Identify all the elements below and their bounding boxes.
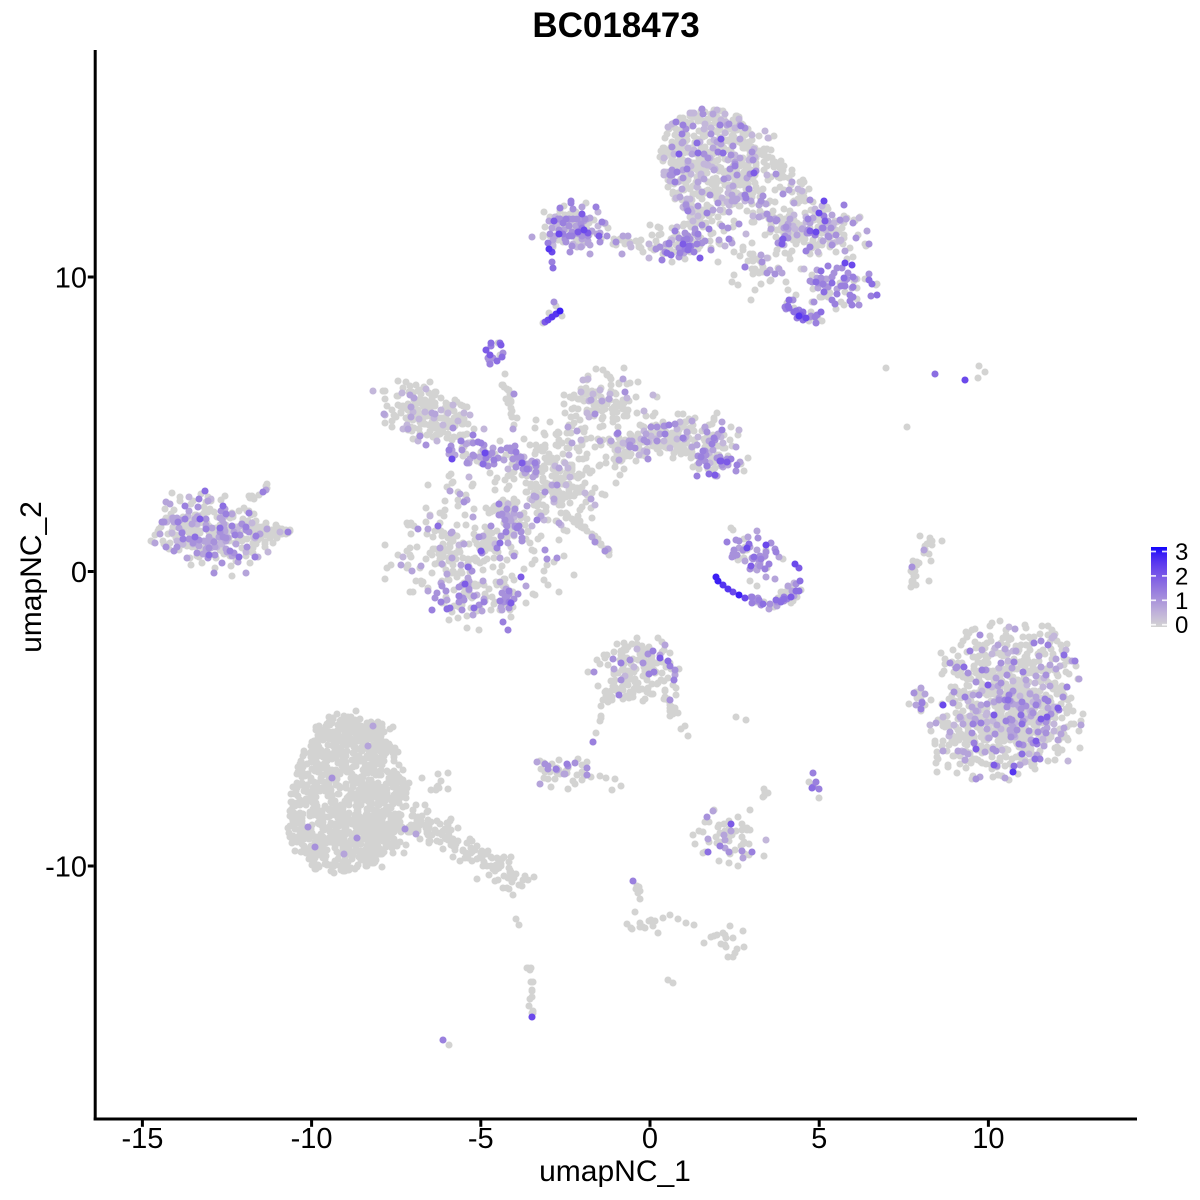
- svg-text:-15: -15: [121, 1123, 163, 1155]
- svg-text:2: 2: [1175, 563, 1188, 590]
- svg-text:-10: -10: [45, 852, 87, 884]
- svg-text:umapNC_2: umapNC_2: [15, 501, 48, 653]
- svg-text:BC018473: BC018473: [532, 6, 699, 45]
- svg-text:10: 10: [55, 263, 87, 295]
- svg-text:5: 5: [811, 1123, 827, 1155]
- svg-text:3: 3: [1175, 539, 1188, 566]
- svg-text:-10: -10: [291, 1123, 333, 1155]
- svg-text:0: 0: [71, 557, 87, 589]
- svg-text:1: 1: [1175, 588, 1188, 615]
- svg-text:umapNC_1: umapNC_1: [539, 1155, 691, 1188]
- svg-text:0: 0: [642, 1123, 658, 1155]
- svg-text:10: 10: [972, 1123, 1004, 1155]
- svg-text:0: 0: [1175, 612, 1188, 639]
- svg-text:-5: -5: [468, 1123, 494, 1155]
